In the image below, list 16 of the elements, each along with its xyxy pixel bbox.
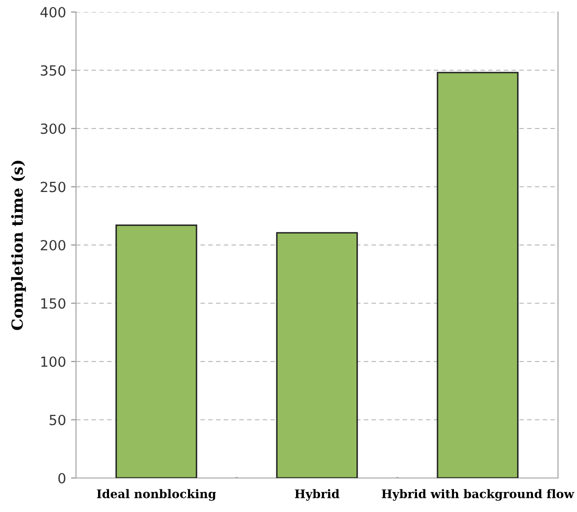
y-axis-title: Completion time (s) xyxy=(11,160,26,330)
y-tick-label: 350 xyxy=(40,65,66,76)
x-tick-label: Ideal nonblocking xyxy=(96,489,216,501)
bar xyxy=(115,224,198,478)
x-tick-label: Hybrid with background flow xyxy=(382,489,574,501)
y-tick-label: 50 xyxy=(50,414,66,426)
y-tick-label: 100 xyxy=(41,356,66,367)
y-tick-label: 150 xyxy=(41,298,66,309)
x-tick-label: Hybrid xyxy=(294,489,340,501)
y-tick-label: 0 xyxy=(58,472,66,484)
bar xyxy=(276,232,358,478)
y-tick-label: 200 xyxy=(40,240,66,250)
bar xyxy=(436,72,519,478)
y-tick-label: 300 xyxy=(40,123,66,134)
y-tick-label: 400 xyxy=(40,6,66,18)
y-tick-label: 250 xyxy=(40,182,66,192)
